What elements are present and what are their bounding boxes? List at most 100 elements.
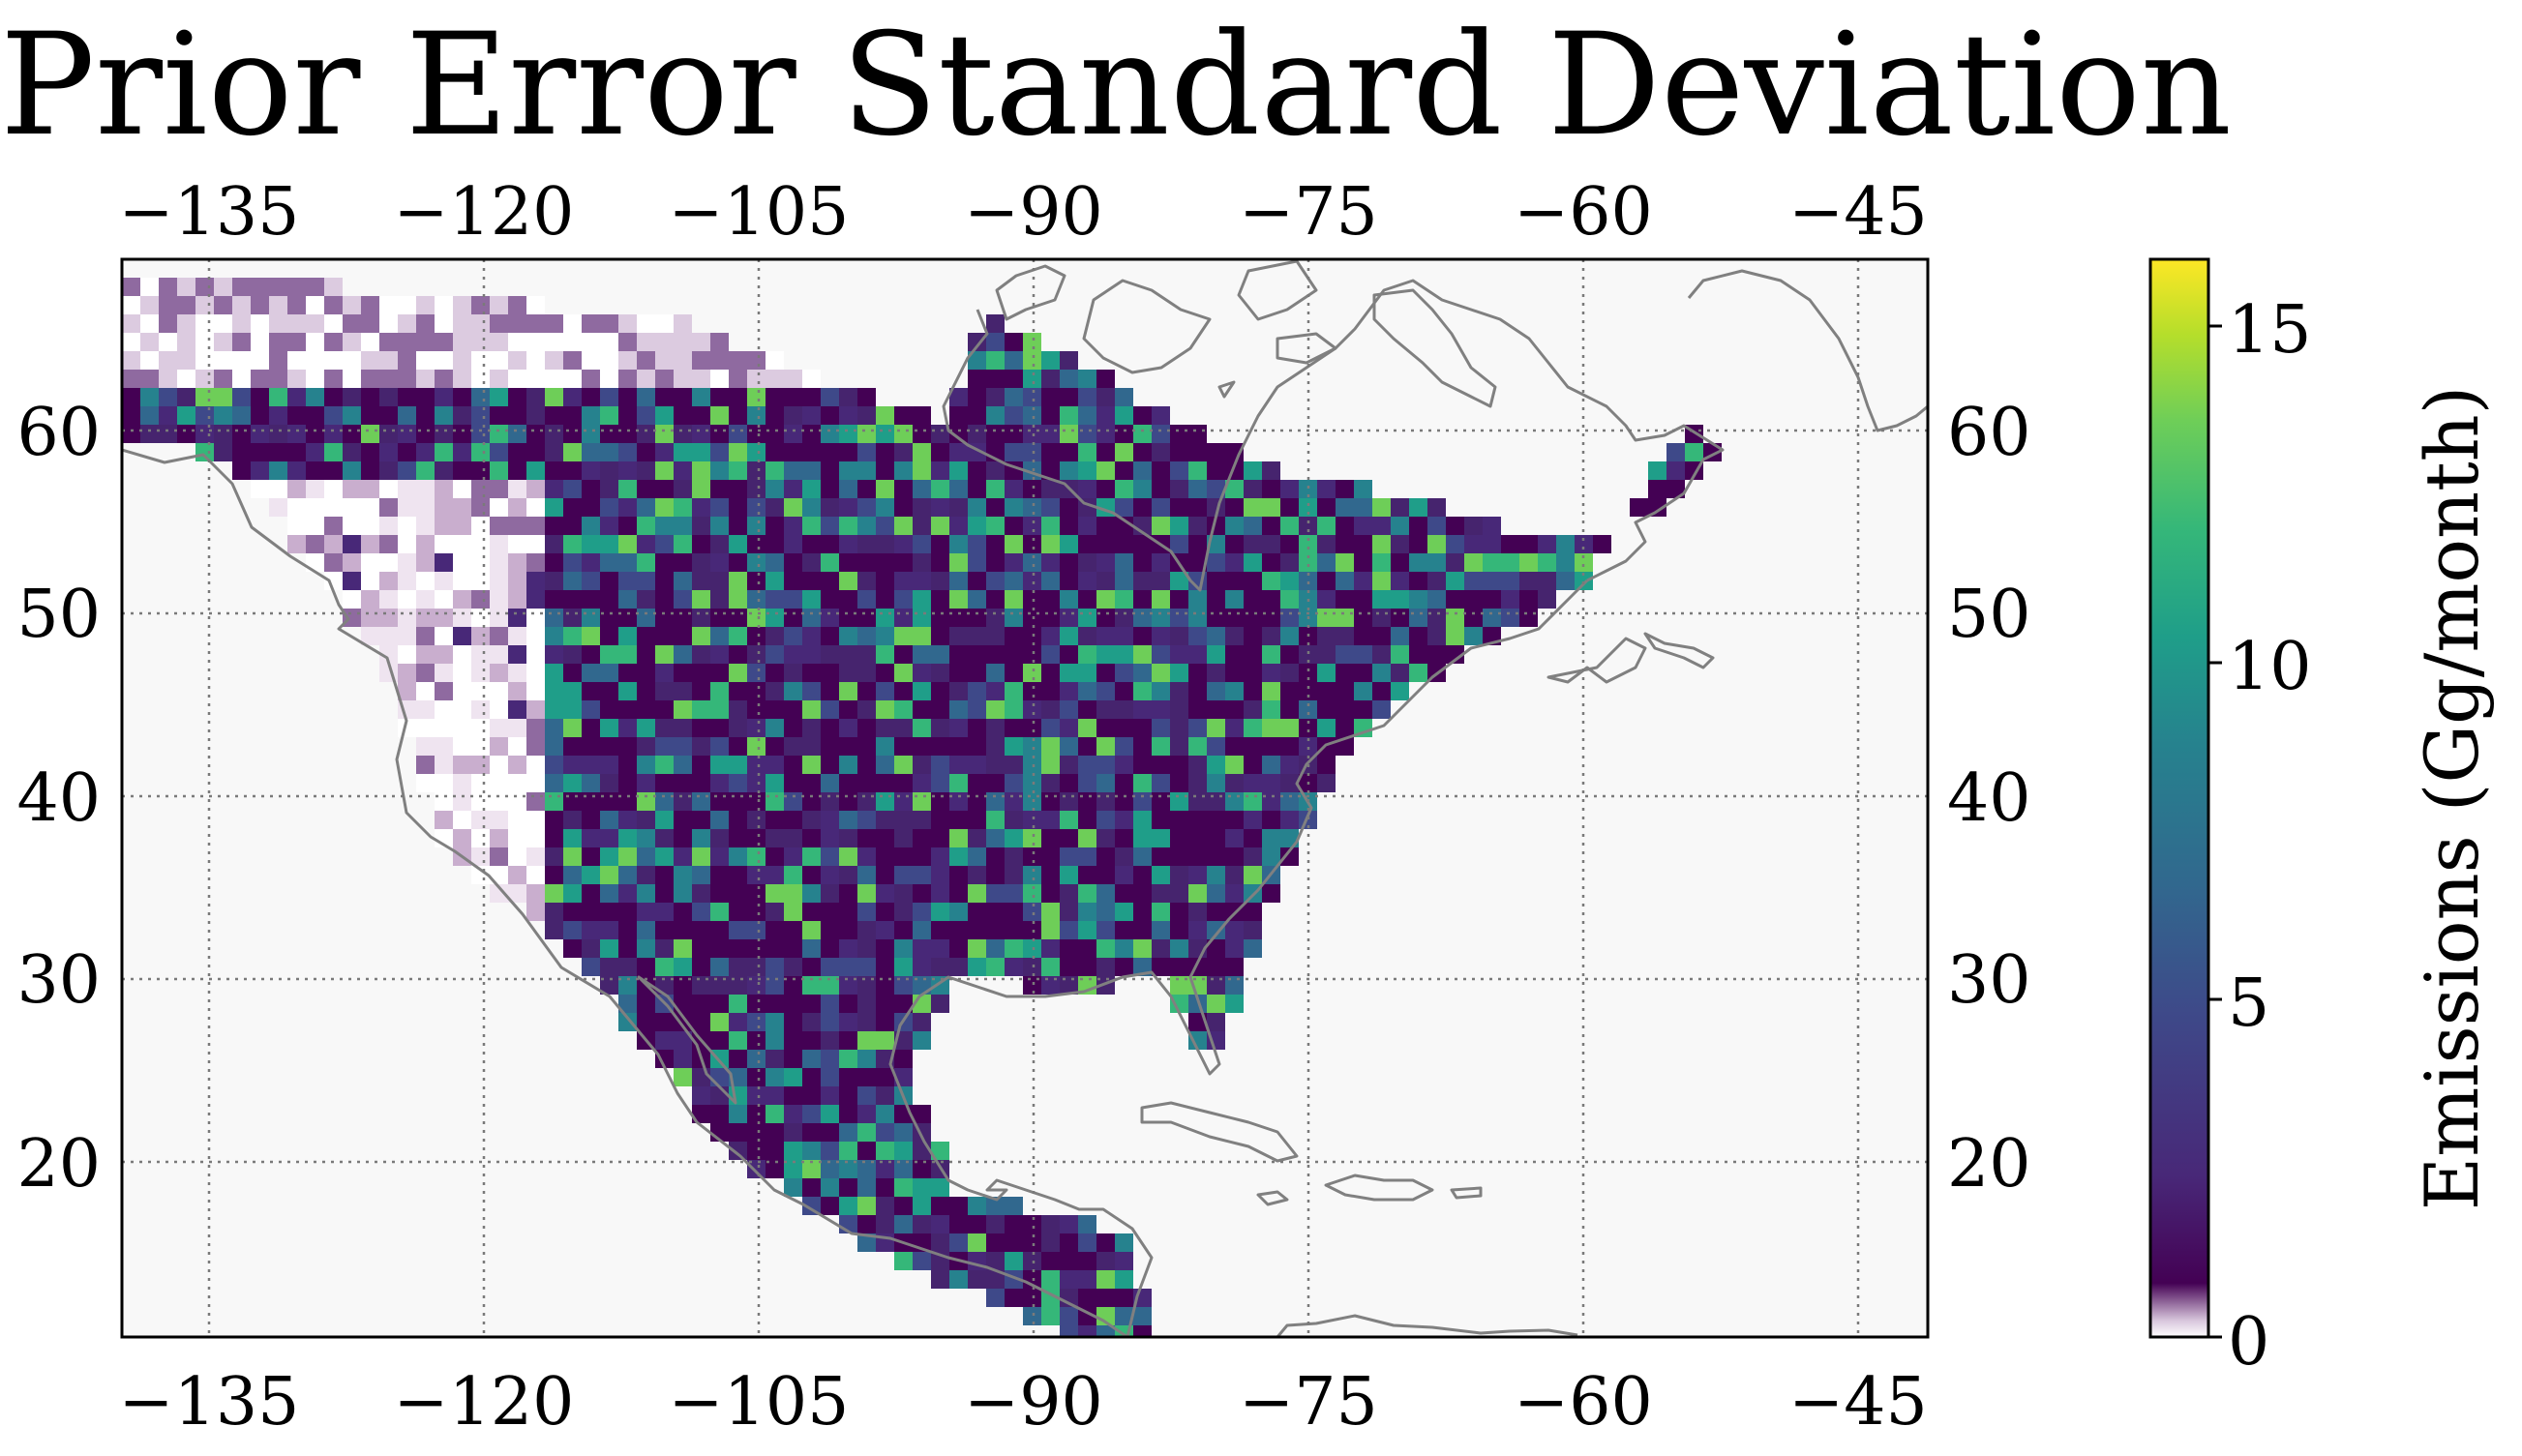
- emission-cell: [1280, 535, 1299, 553]
- emission-cell: [766, 792, 784, 811]
- emission-cell: [435, 719, 453, 737]
- emission-cell: [490, 609, 508, 627]
- emission-cell: [306, 314, 324, 333]
- emission-cell: [177, 314, 195, 333]
- emission-cell: [177, 351, 195, 370]
- emission-cell: [1170, 498, 1188, 517]
- emission-cell: [1391, 609, 1409, 627]
- emission-cell: [1354, 645, 1372, 664]
- emission-cell: [894, 958, 913, 976]
- emission-cell: [968, 958, 986, 976]
- emission-cell: [968, 1197, 986, 1215]
- emission-cell: [637, 719, 655, 737]
- emission-cell: [379, 553, 398, 572]
- emission-cell: [1133, 498, 1152, 517]
- emission-cell: [545, 645, 563, 664]
- emission-cell: [398, 314, 416, 333]
- emission-cell: [379, 351, 398, 370]
- emission-cell: [563, 811, 582, 829]
- emission-cell: [1041, 737, 1060, 756]
- emission-cell: [398, 517, 416, 535]
- emission-cell: [361, 425, 379, 443]
- emission-cell: [802, 1105, 821, 1123]
- emission-cell: [416, 664, 435, 682]
- emission-cell: [1170, 425, 1188, 443]
- emission-cell: [324, 370, 343, 388]
- emission-cell: [1152, 756, 1170, 774]
- emission-cell: [471, 664, 490, 682]
- emission-cell: [379, 443, 398, 461]
- emission-cell: [894, 1160, 913, 1178]
- emission-cell: [1409, 498, 1427, 517]
- emission-cell: [1060, 737, 1078, 756]
- emission-cell: [968, 370, 986, 388]
- emission-cell: [435, 406, 453, 425]
- emission-cell: [1005, 351, 1023, 370]
- emission-cell: [821, 572, 839, 590]
- emission-cell: [1225, 958, 1244, 976]
- emission-cell: [563, 700, 582, 719]
- emission-cell: [398, 461, 416, 480]
- emission-cell: [1207, 682, 1225, 700]
- emission-cell: [729, 553, 747, 572]
- emission-cell: [1078, 866, 1096, 884]
- emission-cell: [232, 461, 251, 480]
- emission-cell: [1060, 572, 1078, 590]
- emission-cell: [655, 682, 674, 700]
- emission-cell: [729, 627, 747, 645]
- emission-cell: [894, 480, 913, 498]
- emission-cell: [232, 406, 251, 425]
- emission-cell: [747, 517, 766, 535]
- emission-cell: [269, 278, 287, 296]
- lon-tick-bottom: −105: [669, 1364, 850, 1441]
- emission-cell: [1005, 1215, 1023, 1233]
- emission-cell: [122, 333, 140, 351]
- emission-cell: [306, 498, 324, 517]
- emission-cell: [692, 535, 710, 553]
- emission-cell: [729, 958, 747, 976]
- emission-cell: [545, 847, 563, 866]
- emission-cell: [1170, 700, 1188, 719]
- emission-cell: [1556, 553, 1575, 572]
- emission-cell: [306, 370, 324, 388]
- emission-cell: [1005, 866, 1023, 884]
- emission-cell: [1041, 829, 1060, 847]
- emission-cell: [692, 333, 710, 351]
- emission-cell: [1280, 590, 1299, 609]
- emission-cell: [306, 425, 324, 443]
- emission-cell: [1078, 847, 1096, 866]
- emission-cell: [821, 774, 839, 792]
- emission-cell: [802, 480, 821, 498]
- emission-cell: [1115, 535, 1133, 553]
- emission-cell: [710, 627, 729, 645]
- emission-cell: [857, 590, 876, 609]
- emission-cell: [931, 645, 949, 664]
- emission-cell: [251, 406, 269, 425]
- emission-cell: [324, 461, 343, 480]
- emission-cell: [582, 443, 600, 461]
- emission-cell: [876, 884, 894, 903]
- emission-cell: [802, 884, 821, 903]
- emission-cell: [1060, 425, 1078, 443]
- emission-cell: [1023, 388, 1041, 406]
- emission-cell: [637, 553, 655, 572]
- emission-cell: [949, 664, 968, 682]
- emission-cell: [1170, 958, 1188, 976]
- emission-cell: [857, 1086, 876, 1105]
- emission-cell: [508, 664, 526, 682]
- emission-cell: [949, 406, 968, 425]
- emission-cell: [913, 1105, 931, 1123]
- emission-cell: [674, 461, 692, 480]
- emission-cell: [453, 406, 471, 425]
- emission-cell: [269, 351, 287, 370]
- emission-cell: [600, 553, 618, 572]
- emission-cell: [747, 737, 766, 756]
- emission-cell: [802, 774, 821, 792]
- emission-cell: [1225, 498, 1244, 517]
- emission-cell: [821, 461, 839, 480]
- emission-cell: [729, 682, 747, 700]
- emission-cell: [1078, 737, 1096, 756]
- emission-cell: [582, 811, 600, 829]
- emission-cell: [1152, 774, 1170, 792]
- emission-cell: [802, 664, 821, 682]
